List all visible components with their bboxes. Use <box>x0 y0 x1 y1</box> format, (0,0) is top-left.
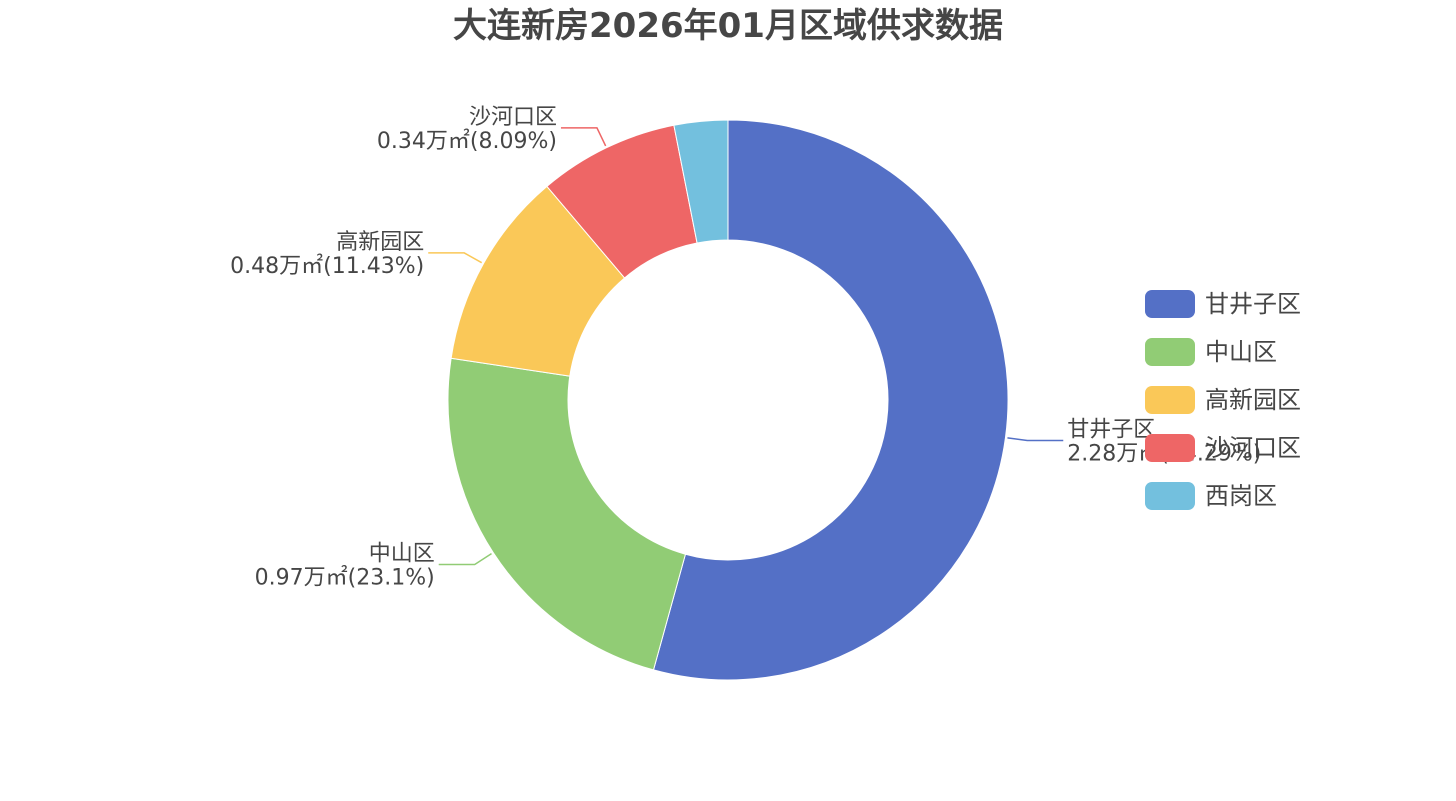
legend-swatch-1[interactable] <box>1145 338 1195 366</box>
slice-label-value-2: 0.48万㎡(11.43%) <box>230 253 424 279</box>
slice-label-name-1: 中山区 <box>369 541 435 566</box>
slice-label-name-2: 高新园区 <box>336 230 424 255</box>
legend-label-1[interactable]: 中山区 <box>1205 338 1277 366</box>
slice-label-name-0: 甘井子区 <box>1067 418 1155 443</box>
leader-line-1 <box>438 552 492 566</box>
donut-slice-0[interactable] <box>652 119 1009 681</box>
slice-label-name-3: 沙河口区 <box>469 105 557 130</box>
legend-swatch-3[interactable] <box>1145 434 1195 462</box>
legend-swatch-4[interactable] <box>1145 482 1195 510</box>
slice-label-value-3: 0.34万㎡(8.09%) <box>377 128 557 154</box>
leader-line-3 <box>560 127 607 147</box>
legend-label-4[interactable]: 西岗区 <box>1205 482 1277 510</box>
donut-slice-1[interactable] <box>447 357 687 671</box>
donut-slice-4[interactable] <box>673 119 729 244</box>
legend-swatch-2[interactable] <box>1145 386 1195 414</box>
leader-line-2 <box>428 252 483 264</box>
chart-title: 大连新房2026年01月区域供求数据 <box>453 6 1003 46</box>
legend-swatch-0[interactable] <box>1145 290 1195 318</box>
legend-label-3[interactable]: 沙河口区 <box>1205 434 1301 462</box>
legend-label-2[interactable]: 高新园区 <box>1205 386 1301 414</box>
legend-label-0[interactable]: 甘井子区 <box>1205 290 1301 318</box>
leader-line-0 <box>1007 437 1064 442</box>
slice-label-value-1: 0.97万㎡(23.1%) <box>255 564 435 590</box>
